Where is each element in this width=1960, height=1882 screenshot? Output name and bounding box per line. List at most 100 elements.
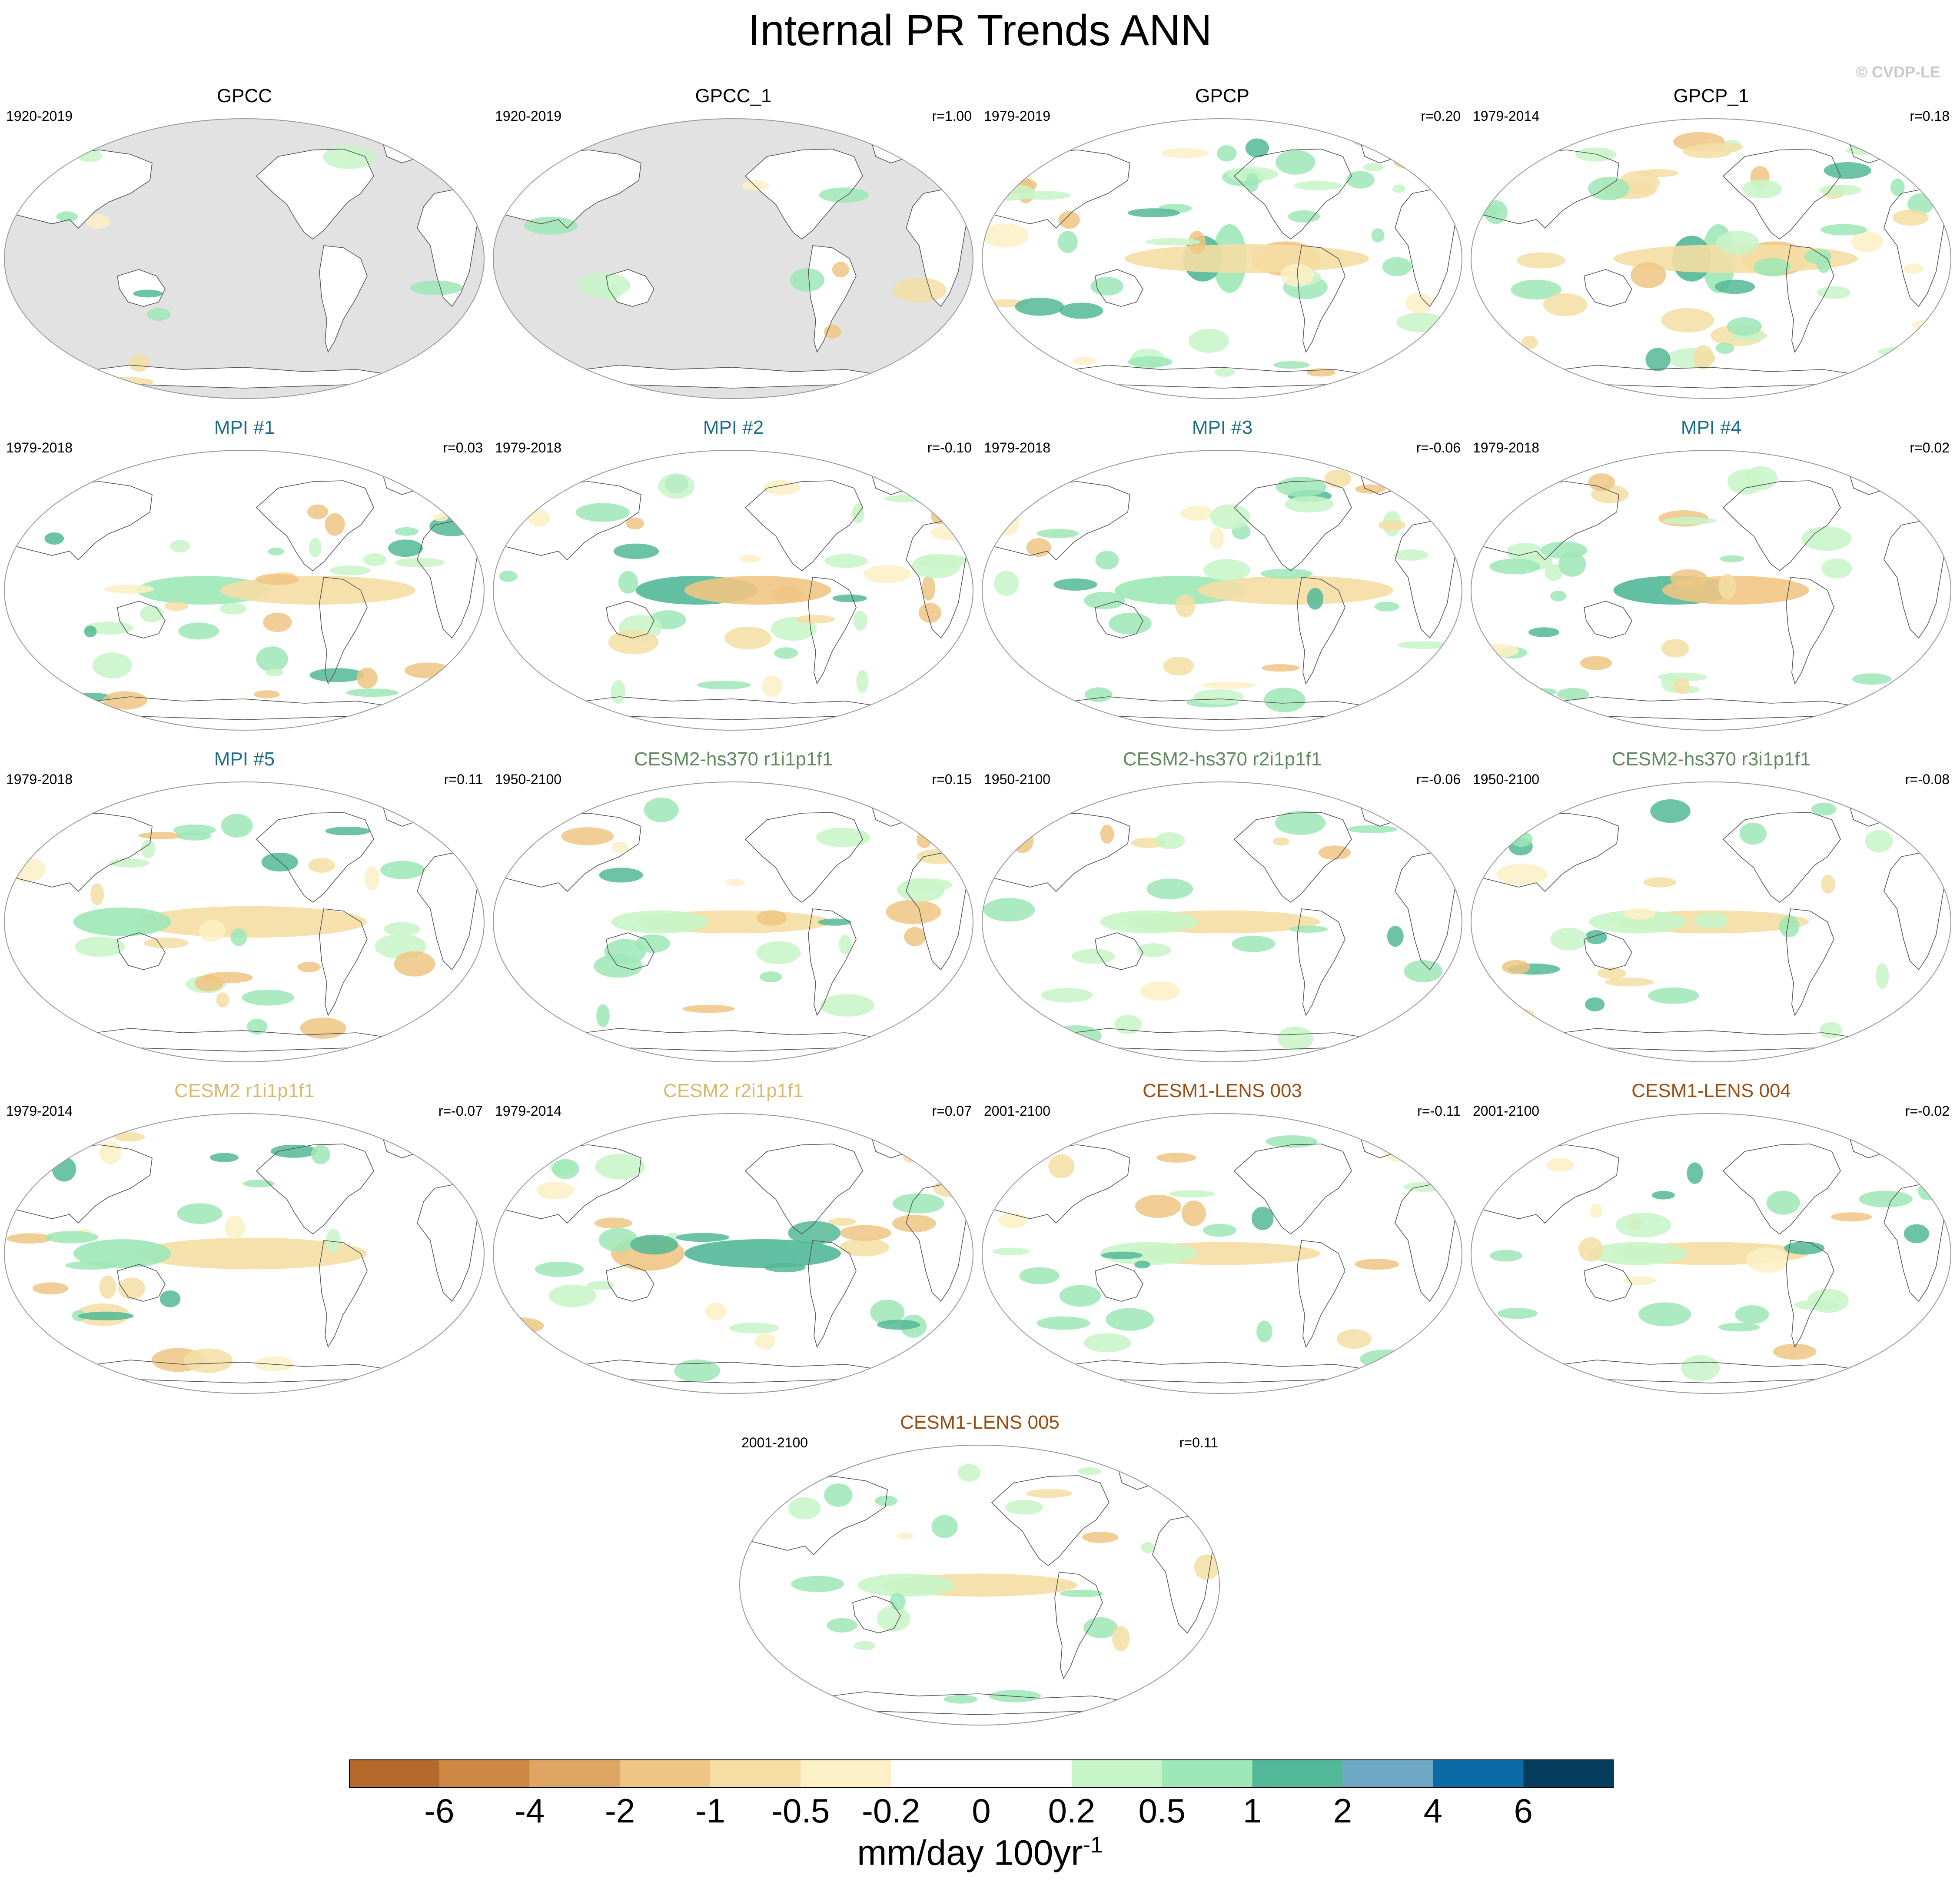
- trend-patch: [263, 612, 292, 632]
- trend-patch: [877, 1606, 910, 1632]
- trend-patch: [1715, 342, 1734, 354]
- trend-patch: [1550, 590, 1566, 602]
- map-outline: [4, 450, 485, 731]
- trend-patch: [596, 1004, 610, 1027]
- panel-title: CESM2 r1i1p1f1: [174, 1080, 315, 1101]
- trend-patch: [1516, 252, 1565, 269]
- trend-patch: [1214, 368, 1235, 377]
- trend-patch: [995, 510, 1020, 535]
- trend-patch: [254, 690, 280, 698]
- trend-patch: [90, 883, 104, 905]
- trend-patch: [788, 1497, 821, 1520]
- trend-patch: [1145, 238, 1201, 246]
- trend-patch: [552, 1159, 579, 1179]
- trend-patch: [1146, 878, 1193, 900]
- world-map: [493, 1113, 973, 1394]
- trend-patch: [870, 1300, 905, 1325]
- trend-patch: [824, 554, 868, 568]
- trend-patch: [8, 1151, 61, 1165]
- trend-patch: [1210, 504, 1250, 529]
- trend-patch: [242, 989, 295, 1006]
- trend-patch: [184, 1348, 233, 1373]
- trend-patch: [1502, 960, 1530, 974]
- trend-patch: [311, 1145, 331, 1164]
- trend-patch: [890, 1593, 906, 1611]
- trend-patch: [930, 525, 973, 541]
- trend-patch: [1180, 506, 1214, 521]
- australia-coastline: [117, 269, 166, 307]
- world-map: [493, 781, 973, 1062]
- trend-patch: [99, 1275, 116, 1299]
- trend-patch: [943, 1695, 978, 1704]
- colorbar-units: mm/day 100yr-1: [0, 1823, 1960, 1875]
- trend-patch: [1585, 997, 1605, 1011]
- trend-patch: [1550, 928, 1588, 951]
- trend-patch: [1036, 1316, 1090, 1330]
- north-america-coastline: [1722, 480, 1841, 572]
- trend-patch: [109, 858, 149, 868]
- world-map: [1471, 781, 1951, 1062]
- map-outline: [4, 781, 485, 1062]
- trend-patch: [922, 575, 936, 601]
- trend-patch: [1078, 1467, 1101, 1475]
- panel-title: MPI #1: [214, 417, 275, 438]
- south-america-coastline: [319, 1240, 368, 1348]
- trend-patch: [1164, 1467, 1182, 1493]
- antarctica-land: [567, 365, 889, 388]
- panel-years: 1950-2100: [495, 771, 562, 787]
- trend-patch: [1630, 262, 1666, 288]
- trend-patch: [30, 1341, 62, 1368]
- panel-years: 2001-2100: [984, 1103, 1051, 1119]
- trend-patch: [1193, 689, 1244, 705]
- panel-years: 2001-2100: [1473, 1103, 1540, 1119]
- panel-title: GPCP: [1195, 85, 1249, 106]
- colorbar-swatch: [1071, 1759, 1162, 1788]
- antarctica-coastline: [813, 1691, 1136, 1715]
- trend-patch: [15, 830, 35, 857]
- trend-patch: [140, 605, 164, 622]
- north-america-coastline: [744, 812, 863, 903]
- panel-years: 1979-2018: [495, 440, 562, 456]
- panel-title: CESM1-LENS 005: [900, 1412, 1060, 1433]
- trend-patch: [1624, 1276, 1656, 1285]
- trend-patch: [1412, 346, 1443, 358]
- trend-patch: [705, 1303, 727, 1320]
- trend-patch: [1742, 179, 1782, 199]
- north-america-coastline: [744, 149, 863, 240]
- panel-title: CESM2-hs370 r1i1p1f1: [634, 748, 833, 770]
- antarctica-coastline: [1056, 1360, 1378, 1383]
- trend-band: [1613, 244, 1858, 273]
- trend-patch: [931, 1515, 958, 1538]
- trend-patch: [918, 603, 942, 623]
- map-outline: [1471, 1113, 1951, 1394]
- antarctica-coastline: [567, 1028, 889, 1052]
- trend-patch: [1095, 551, 1119, 570]
- panel-correlation: r=0.20: [1421, 108, 1461, 124]
- panel-correlation: r=-0.08: [1905, 771, 1950, 787]
- trend-patch: [1181, 1200, 1206, 1227]
- world-map: [982, 450, 1462, 731]
- trend-band: [1589, 910, 1687, 934]
- map-panel: GPCC 1920-2019: [0, 85, 489, 402]
- trend-patch: [7, 857, 46, 882]
- trend-patch: [138, 832, 184, 839]
- trend-patch: [210, 1153, 239, 1162]
- trend-patch: [1101, 1251, 1143, 1259]
- trend-patch: [1318, 845, 1351, 860]
- trend-patch: [790, 268, 824, 292]
- colorbar-tick-label: -0.5: [771, 1792, 830, 1825]
- panel-correlation: r=0.11: [1179, 1435, 1218, 1450]
- trend-patch: [394, 951, 435, 977]
- south-america-coastline: [1297, 577, 1345, 685]
- trend-patch: [1819, 1022, 1842, 1039]
- panel-years: 1979-2014: [495, 1103, 562, 1119]
- north-america-coastline: [1722, 1144, 1841, 1235]
- antarctica-coastline: [1545, 1028, 1867, 1052]
- trend-patch: [1859, 1190, 1913, 1208]
- trend-patch: [594, 1217, 632, 1229]
- trend-patch: [1674, 678, 1690, 694]
- trend-patch: [1083, 1617, 1118, 1639]
- antarctica-coastline: [1056, 696, 1378, 720]
- south-america-coastline: [1786, 1240, 1834, 1348]
- trend-patch: [177, 1203, 223, 1224]
